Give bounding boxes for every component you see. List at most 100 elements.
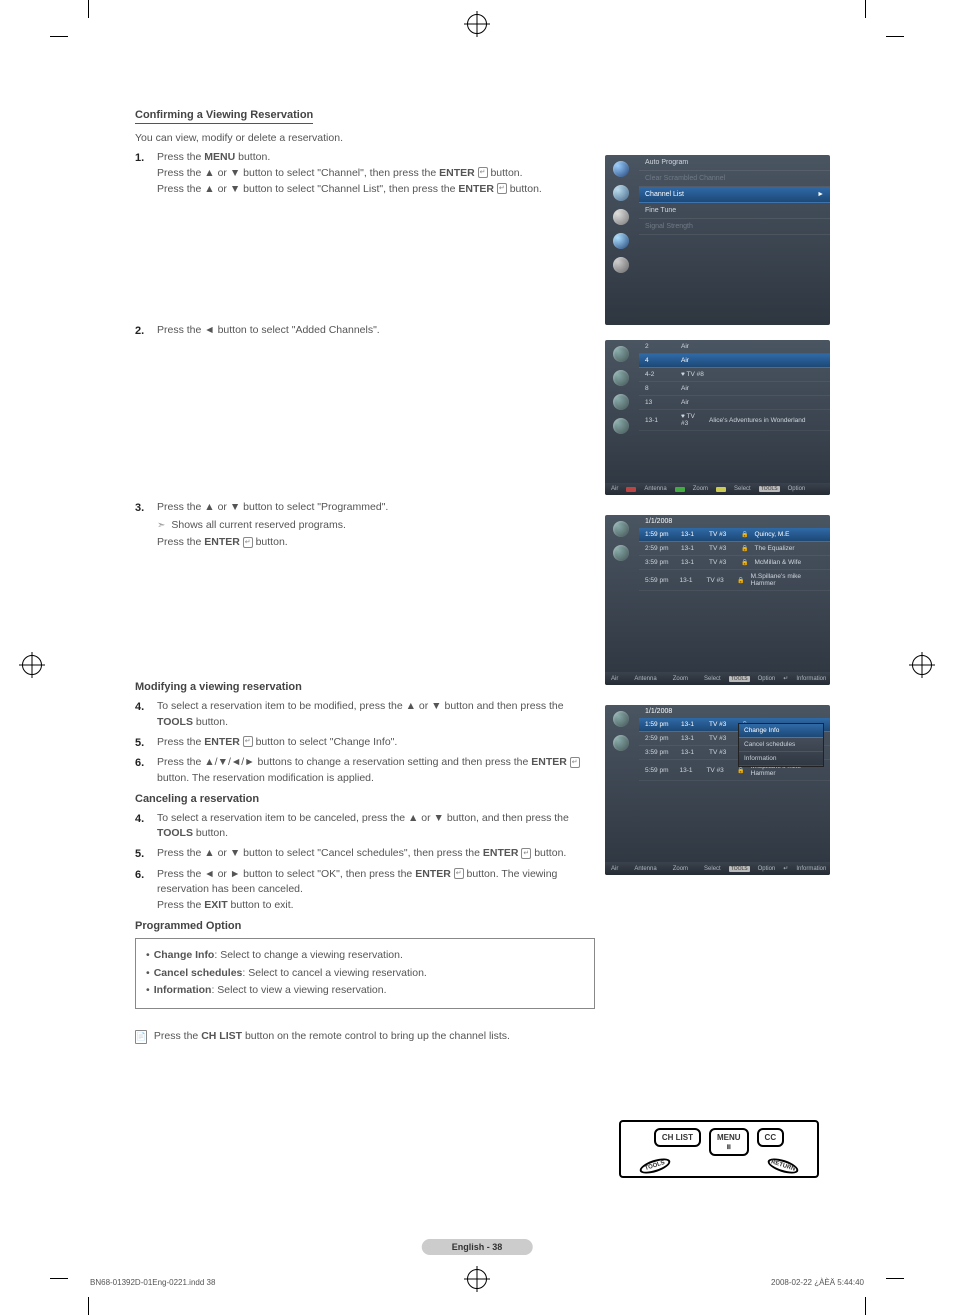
text: button. [235, 151, 270, 163]
tools-chip-icon: TOOLS [759, 486, 780, 492]
text: To select a reservation item to be modif… [157, 700, 564, 712]
enter-icon: ↵ [497, 183, 507, 194]
text: Press the ◄ or ► button to select "OK", … [157, 868, 415, 880]
enter-icon: ↵ [243, 537, 253, 548]
modifying-title: Modifying a viewing reservation [135, 681, 595, 693]
list-item[interactable]: 13Air [639, 396, 830, 410]
list-item[interactable]: 13-1♥ TV #3Alice's Adventures in Wonderl… [639, 410, 830, 431]
icon-column [607, 711, 635, 751]
option-row: •Change Info: Select to change a viewing… [146, 947, 584, 965]
opt-label: Information [154, 984, 212, 996]
input-icon [613, 257, 629, 273]
tools-label: TOOLS [157, 827, 193, 839]
step-2: 2. Press the ◄ button to select "Added C… [135, 323, 595, 340]
left-column: 1. Press the MENU button. Press the ▲ or… [135, 150, 595, 1045]
step-body: Press the MENU button. Press the ▲ or ▼ … [157, 150, 595, 197]
text: button. The reservation modification is … [157, 772, 374, 784]
programmed-icon [613, 418, 629, 434]
menu-button: MENUⅢ [709, 1128, 749, 1156]
icon-column [607, 346, 635, 434]
step-number: 1. [135, 150, 157, 197]
green-chip-icon [675, 487, 685, 492]
menu-item[interactable]: Auto Program [639, 155, 830, 171]
step-number: 6. [135, 867, 157, 914]
can-step-5: 5. Press the ▲ or ▼ button to select "Ca… [135, 846, 595, 863]
text: button. [488, 167, 523, 179]
chlist-label: CH LIST [201, 1030, 242, 1042]
text: Press the ▲ or ▼ button to select "Chann… [157, 183, 458, 195]
intro-text: You can view, modify or delete a reserva… [135, 132, 835, 144]
text: button to exit. [228, 899, 294, 911]
footer-filename: BN68-01392D-01Eng-0221.indd 38 [90, 1278, 215, 1287]
step-body: To select a reservation item to be cance… [157, 811, 595, 843]
programmed-list: 1/1/2008 1:59 pm13-1TV #3🔒Quincy, M.E 2:… [639, 515, 830, 591]
step-1: 1. Press the MENU button. Press the ▲ or… [135, 150, 595, 197]
tv-footer: Air Antenna Zoom Select TOOLSOption ↵Inf… [605, 672, 830, 685]
can-step-4: 4. To select a reservation item to be ca… [135, 811, 595, 843]
enter-label: ENTER [458, 183, 494, 195]
list-item[interactable]: 4-2♥ TV #8 [639, 368, 830, 382]
step-body: Press the ▲ or ▼ button to select "Cance… [157, 846, 595, 863]
canceling-title: Canceling a reservation [135, 793, 595, 805]
step-body: Press the ◄ or ► button to select "OK", … [157, 867, 595, 914]
step-number: 5. [135, 846, 157, 863]
text: button. [253, 536, 288, 548]
antenna-icon [613, 233, 629, 249]
section-title: Confirming a Viewing Reservation [135, 109, 313, 124]
chlist-note: 📄 Press the CH LIST button on the remote… [135, 1029, 595, 1045]
exit-label: EXIT [204, 899, 227, 911]
favorite-icon [613, 521, 629, 537]
enter-icon: ↵ [478, 167, 488, 178]
tools-label: TOOLS [157, 716, 193, 728]
list-item-selected[interactable]: 1:59 pm13-1TV #3🔒Quincy, M.E [639, 528, 830, 542]
step-number: 4. [135, 699, 157, 731]
list-item[interactable]: 3:59 pm13-1TV #3🔒McMillan & Wife [639, 556, 830, 570]
text: button on the remote control to bring up… [242, 1030, 510, 1042]
remote-illustration: CH LIST MENUⅢ CC TOOLS RETURN [619, 1120, 819, 1178]
chevron-icon: ➣ [157, 518, 165, 534]
enter-label: ENTER [483, 847, 519, 859]
tv-footer: Air Antenna Zoom Select TOOLSOption ↵Inf… [605, 862, 830, 875]
step-body: Press the ▲/▼/◄/► buttons to change a re… [157, 755, 595, 787]
favorite-icon [613, 394, 629, 410]
step-body: To select a reservation item to be modif… [157, 699, 595, 731]
opt-label: Cancel schedules [154, 967, 243, 979]
mod-step-6: 6. Press the ▲/▼/◄/► buttons to change a… [135, 755, 595, 787]
sub-note: ➣ Shows all current reserved programs. [157, 518, 595, 534]
menu-item-selected[interactable]: Channel List [639, 187, 830, 203]
step-body: 📄 Press the CH LIST button on the remote… [135, 1029, 595, 1045]
icon-column [607, 161, 635, 273]
list-item[interactable]: 5:59 pm13-1TV #3🔒M.Spillane's mike Hamme… [639, 570, 830, 591]
text: button. [531, 847, 566, 859]
step-number: 6. [135, 755, 157, 787]
list-item[interactable]: 8Air [639, 382, 830, 396]
search-icon [613, 161, 629, 177]
list-item[interactable]: 2Air [639, 340, 830, 354]
cc-button: CC [757, 1128, 785, 1147]
text: button. [193, 716, 228, 728]
popup-item[interactable]: Information [739, 752, 823, 766]
list-item-selected[interactable]: 4Air [639, 354, 830, 368]
text: Press the ▲/▼/◄/► buttons to change a re… [157, 756, 531, 768]
list-item[interactable]: 2:59 pm13-1TV #3🔒The Equalizer [639, 542, 830, 556]
enter-label: ENTER [531, 756, 567, 768]
step-number: 5. [135, 735, 157, 752]
date-header: 1/1/2008 [639, 515, 830, 528]
option-row: •Information: Select to view a viewing r… [146, 982, 584, 1000]
option-row: •Cancel schedules: Select to cancel a vi… [146, 965, 584, 983]
popup-item-selected[interactable]: Change Info [739, 724, 823, 738]
option-box: •Change Info: Select to change a viewing… [135, 938, 595, 1010]
footer-timestamp: 2008-02-22 ¿ÀÈÄ 5:44:40 [771, 1278, 864, 1287]
text: Press the ▲ or ▼ button to select "Cance… [157, 847, 483, 859]
step-body: Press the ENTER ↵ button to select "Chan… [157, 735, 595, 752]
menu-item: Clear Scrambled Channel [639, 171, 830, 187]
menu-item: Signal Strength [639, 219, 830, 235]
enter-label: ENTER [204, 736, 240, 748]
tv-programmed-popup: Programmed 1/1/2008 1:59 pm13-1TV #3🔒 2:… [605, 705, 830, 875]
mod-step-5: 5. Press the ENTER ↵ button to select "C… [135, 735, 595, 752]
icon-column [607, 521, 635, 561]
tv-footer: Air Antenna Zoom Select TOOLSOption [605, 483, 830, 495]
text: Press the ▲ or ▼ button to select "Progr… [157, 501, 388, 513]
menu-item[interactable]: Fine Tune [639, 203, 830, 219]
popup-item[interactable]: Cancel schedules [739, 738, 823, 752]
